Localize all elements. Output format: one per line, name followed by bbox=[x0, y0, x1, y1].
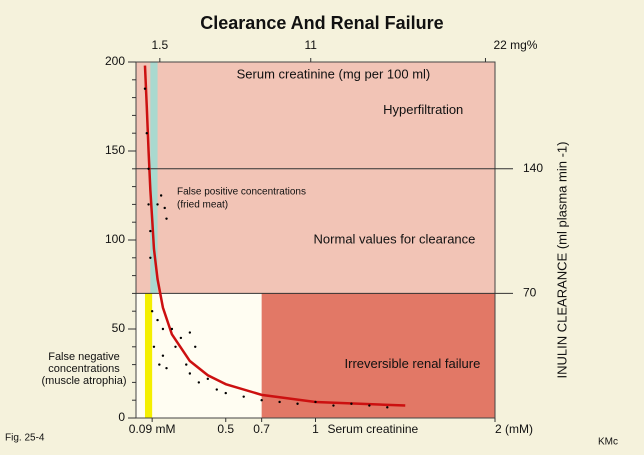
data-point bbox=[194, 345, 197, 348]
chart-title: Clearance And Renal Failure bbox=[200, 13, 443, 33]
data-point bbox=[224, 391, 227, 395]
band-label: False positive concentrations bbox=[177, 187, 306, 198]
data-point bbox=[188, 331, 192, 334]
data-point bbox=[158, 363, 161, 366]
data-point bbox=[215, 388, 218, 391]
data-point bbox=[152, 345, 156, 348]
x-tick-label: 0.09 mM bbox=[129, 422, 176, 436]
author-label: KMc bbox=[598, 437, 618, 448]
data-point bbox=[145, 132, 148, 135]
data-point bbox=[386, 406, 389, 409]
curve bbox=[143, 65, 406, 407]
data-point bbox=[206, 377, 209, 381]
data-point bbox=[296, 402, 299, 405]
data-point bbox=[163, 206, 166, 210]
data-point bbox=[165, 217, 168, 220]
data-point bbox=[188, 372, 192, 375]
band-label: (muscle atrophia) bbox=[42, 375, 127, 387]
data-point bbox=[314, 400, 317, 404]
region bbox=[136, 168, 495, 294]
x2-axis-label: Serum creatinine (mg per 100 ml) bbox=[237, 66, 431, 81]
x-tick-label: 0.5 bbox=[217, 422, 234, 436]
data-point bbox=[149, 229, 152, 233]
band-label: False negative bbox=[48, 351, 120, 363]
region bbox=[261, 293, 495, 418]
figure-label: Fig. 25-4 bbox=[5, 433, 45, 444]
region bbox=[136, 62, 495, 169]
data-point bbox=[161, 327, 165, 331]
x2-tick-label: 1.5 bbox=[151, 38, 168, 52]
data-point bbox=[242, 395, 245, 398]
data-point bbox=[159, 194, 163, 197]
data-point bbox=[170, 327, 174, 331]
x2-tick-label: 22 mg% bbox=[493, 38, 537, 52]
band-label: concentrations bbox=[48, 363, 120, 375]
data-point bbox=[179, 336, 183, 340]
data-point bbox=[165, 366, 168, 370]
y-tick-label: 200 bbox=[105, 54, 125, 68]
data-point bbox=[156, 203, 159, 206]
data-point bbox=[197, 381, 201, 384]
x-tick-label: 0.7 bbox=[253, 422, 270, 436]
y-tick-label: 0 bbox=[118, 410, 125, 424]
data-point bbox=[332, 404, 335, 407]
data-point bbox=[278, 400, 281, 404]
x-axis-label: Serum creatinine bbox=[328, 422, 419, 436]
data-point bbox=[143, 87, 147, 90]
y-tick-label: 50 bbox=[112, 321, 126, 335]
data-point bbox=[350, 402, 353, 405]
region-label: Normal values for clearance bbox=[314, 231, 476, 246]
band bbox=[150, 62, 158, 294]
band-label: (fried meat) bbox=[177, 200, 228, 211]
y2-axis-label: INULIN CLEARANCE (ml plasma min -1) bbox=[554, 142, 569, 379]
data-point bbox=[174, 345, 177, 348]
x-tick-label: 2 (mM) bbox=[495, 422, 533, 436]
data-point bbox=[147, 203, 150, 206]
x-tick-label: 1 bbox=[312, 422, 319, 436]
data-point bbox=[260, 399, 263, 402]
data-point bbox=[150, 310, 154, 313]
y2-tick-label: 140 bbox=[523, 161, 543, 175]
data-point bbox=[185, 363, 188, 366]
y-tick-label: 150 bbox=[105, 143, 125, 157]
region-label: Hyperfiltration bbox=[383, 102, 463, 117]
region-label: Irreversible renal failure bbox=[345, 356, 481, 371]
y-tick-label: 100 bbox=[105, 232, 125, 246]
data-point bbox=[149, 256, 152, 259]
y2-tick-label: 70 bbox=[523, 286, 537, 300]
data-point bbox=[161, 354, 165, 357]
data-point bbox=[368, 404, 371, 407]
data-point bbox=[147, 167, 150, 170]
data-point bbox=[156, 318, 159, 322]
band bbox=[144, 293, 153, 418]
x2-tick-label: 11 bbox=[305, 38, 318, 52]
